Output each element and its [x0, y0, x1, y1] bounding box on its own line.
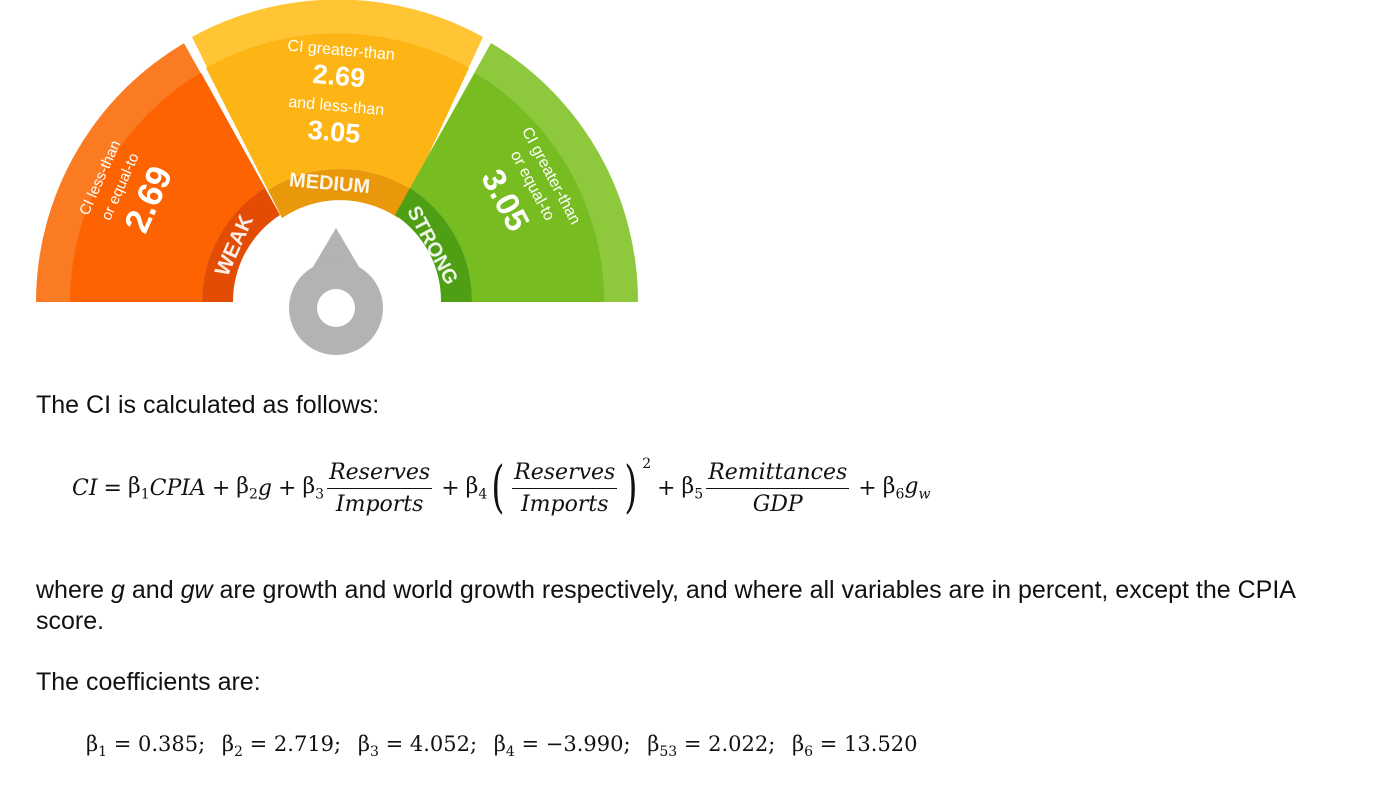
term-cpia: CPIA: [149, 475, 206, 501]
fraction-reserves-imports: Reserves Imports: [327, 460, 433, 517]
coefficient-beta-3: β3 = 4.052;: [357, 732, 478, 761]
fraction-denominator: Imports: [335, 491, 424, 517]
ci-gauge: CI less-than or equal-to 2.69 WEAK CI gr…: [36, 0, 639, 355]
fraction-denominator: GDP: [752, 491, 803, 517]
needle-hub-center: [317, 289, 355, 327]
coefficients-intro: The coefficients are:: [36, 668, 261, 696]
formula-lhs: CI: [72, 475, 98, 501]
beta-6: β6: [882, 473, 905, 503]
weak-zone-band: [201, 188, 280, 302]
coefficient-beta-6: β6 = 13.520: [792, 732, 918, 761]
medium-value2: 3.05: [307, 115, 362, 149]
fraction-remittances-gdp: Remittances GDP: [706, 460, 850, 517]
beta-1: β1: [127, 473, 150, 503]
var-gw: gw: [180, 576, 213, 604]
formula-equals: =: [103, 475, 122, 501]
gauge-needle: [289, 228, 383, 355]
coefficient-beta-1: β1 = 0.385;: [86, 732, 206, 761]
term-gw: gw: [904, 473, 931, 503]
plus-5: +: [858, 475, 877, 501]
beta-5: β5: [681, 473, 704, 503]
plus-3: +: [441, 475, 460, 501]
fraction-numerator: Reserves: [512, 460, 618, 489]
variables-explanation: where g and gw are growth and world grow…: [36, 576, 1295, 635]
fraction-reserves-imports-squared: Reserves Imports: [512, 460, 618, 517]
coefficient-beta-53: β53 = 2.022;: [647, 732, 776, 761]
beta-3: β3: [302, 473, 325, 503]
strong-zone-band: [395, 188, 473, 302]
exponent-2: 2: [642, 456, 652, 472]
coefficient-beta-2: β2 = 2.719;: [221, 732, 342, 761]
medium-zone-inner: [206, 33, 469, 190]
medium-value1: 2.69: [311, 59, 366, 93]
plus-1: +: [211, 475, 231, 501]
var-g: g: [111, 576, 125, 604]
close-paren: ): [624, 455, 638, 520]
fraction-denominator: Imports: [520, 491, 609, 517]
beta-4: β4: [465, 473, 488, 503]
formula-intro: The CI is calculated as follows:: [36, 391, 380, 419]
weak-zone-inner: [70, 72, 265, 302]
plus-4: +: [657, 475, 676, 501]
ci-formula: CI = β1 CPIA + β2 g + β3 Reserves Import…: [72, 452, 930, 524]
medium-zone-band: [268, 169, 412, 218]
fraction-numerator: Reserves: [327, 460, 433, 489]
term-g: g: [257, 475, 272, 501]
coefficient-beta-4: β4 = −3.990;: [493, 732, 631, 761]
fraction-numerator: Remittances: [706, 460, 850, 489]
strong-zone-inner: [410, 73, 605, 302]
plus-2: +: [278, 475, 297, 501]
open-paren: (: [491, 455, 505, 520]
beta-2: β2: [236, 473, 258, 503]
needle-pointer: [310, 228, 362, 272]
coefficients-list: β1 = 0.385; β2 = 2.719; β3 = 4.052; β4 =…: [86, 732, 928, 760]
